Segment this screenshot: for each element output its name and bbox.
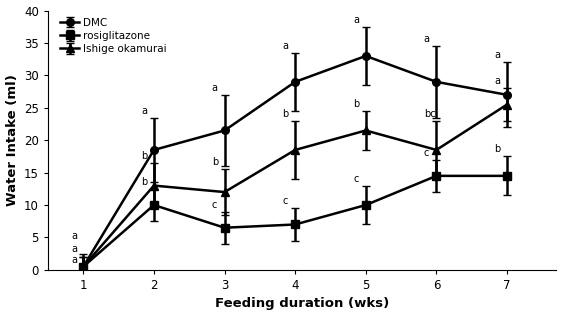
Text: b: b <box>141 151 147 161</box>
Y-axis label: Water Intake (ml): Water Intake (ml) <box>6 74 19 206</box>
Text: b: b <box>495 144 501 155</box>
Legend: DMC, rosiglitazone, Ishige okamurai: DMC, rosiglitazone, Ishige okamurai <box>58 16 169 56</box>
Text: a: a <box>72 255 78 265</box>
Text: c: c <box>353 174 359 184</box>
X-axis label: Feeding duration (wks): Feeding duration (wks) <box>215 297 389 310</box>
Text: a: a <box>353 15 359 25</box>
Text: a: a <box>495 51 500 60</box>
Text: a: a <box>141 106 147 116</box>
Text: b: b <box>283 109 289 119</box>
Text: bc: bc <box>424 109 436 119</box>
Text: b: b <box>212 157 218 167</box>
Text: c: c <box>212 200 217 210</box>
Text: a: a <box>212 83 218 93</box>
Text: c: c <box>424 148 429 158</box>
Text: c: c <box>283 196 288 206</box>
Text: a: a <box>72 231 78 241</box>
Text: a: a <box>424 34 430 44</box>
Text: a: a <box>283 41 288 51</box>
Text: b: b <box>353 99 359 109</box>
Text: a: a <box>72 244 78 254</box>
Text: b: b <box>141 177 147 187</box>
Text: a: a <box>495 76 500 86</box>
